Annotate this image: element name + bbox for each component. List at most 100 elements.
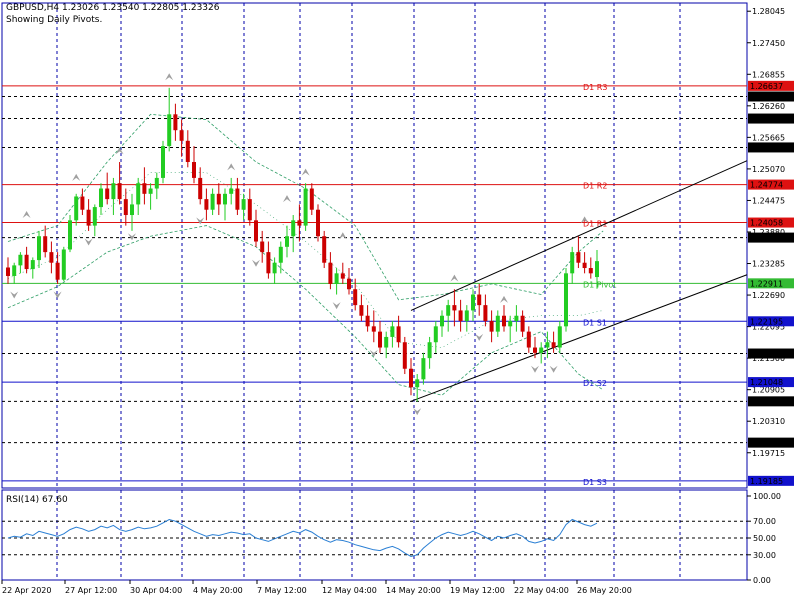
price-level-value: 1.26436 — [750, 93, 783, 102]
candle-body — [421, 358, 426, 380]
fractal-up-marker — [283, 195, 291, 203]
candle-body — [6, 267, 10, 276]
candle-body — [464, 310, 469, 322]
price-level-value: 1.21587 — [750, 350, 783, 359]
fractal-down-marker — [196, 217, 205, 225]
x-tick-label: 22 Apr 2020 — [2, 586, 51, 595]
candle-body — [396, 326, 401, 343]
candle-body — [216, 193, 221, 205]
candle-body — [353, 289, 358, 306]
grid-lines — [1, 2, 748, 581]
candle-body — [340, 273, 345, 279]
candle-body — [49, 252, 54, 263]
candle-body — [402, 342, 407, 369]
candle-body — [588, 268, 593, 274]
price-level-tag — [748, 278, 794, 289]
x-tick-label: 12 May 04:00 — [322, 586, 377, 595]
price-level-value: 1.20685 — [750, 397, 783, 406]
fractal-down-marker — [332, 302, 341, 310]
symbol-header: GBPUSD,H4 1.23026 1.23540 1.22805 1.2332… — [6, 3, 220, 13]
candle-body — [452, 305, 457, 311]
candle-body — [576, 252, 581, 263]
x-tick-label: 26 May 20:00 — [577, 586, 632, 595]
price-level-value: 1.26020 — [750, 115, 783, 124]
price-axis: 1.28045 1.27450 1.26855 1.26260 1.25665 1.250… — [747, 7, 794, 585]
candle-body — [539, 347, 544, 353]
candle-body — [384, 336, 389, 348]
candle-body — [359, 305, 364, 316]
price-level-value: 1.26637 — [750, 82, 783, 91]
candle-body — [247, 199, 252, 221]
candle-body — [427, 342, 432, 359]
candle-body — [43, 236, 48, 253]
candle-body — [173, 114, 178, 131]
candle-body — [142, 183, 147, 194]
candle-body — [99, 188, 103, 208]
y-tick-label: 1.25070 — [752, 165, 785, 174]
candle-body — [291, 220, 296, 237]
candle-body — [185, 140, 190, 163]
y-tick-label: 1.24475 — [752, 196, 785, 205]
candle-body — [595, 261, 599, 278]
candle-body — [30, 260, 35, 270]
candle-body — [533, 347, 537, 353]
trend-channel[interactable] — [410, 160, 748, 402]
y-tick-label: 1.21500 — [752, 354, 785, 363]
price-level-value: 1.19906 — [750, 439, 783, 448]
candle-body — [477, 294, 482, 306]
candle-body — [570, 252, 575, 274]
fractal-up-marker — [301, 168, 310, 176]
candle-body — [347, 278, 351, 290]
price-level-tag — [748, 348, 794, 359]
candle-body — [458, 310, 463, 322]
candle-body — [223, 193, 227, 205]
price-level-tag — [748, 475, 794, 486]
price-level-tag — [748, 377, 794, 388]
price-level-name: D1 S1 — [583, 318, 607, 327]
candle-body — [61, 249, 66, 280]
x-tick-label: 4 May 20:00 — [193, 586, 243, 595]
price-level-name: D1 S3 — [583, 478, 607, 487]
price-level-name: D1 Pivot — [583, 280, 616, 289]
rsi-y-tick-label: 30.00 — [753, 551, 776, 560]
candle-body — [130, 204, 134, 216]
candle-body — [18, 254, 23, 266]
fractal-down-marker — [10, 291, 19, 299]
price-level-name: D1 S2 — [583, 379, 607, 388]
fractal-up-marker — [227, 163, 236, 171]
fractal-down-marker — [53, 291, 62, 299]
pivots-caption: Showing Daily Pivots. — [6, 15, 103, 25]
candle-body — [557, 326, 562, 348]
candle-body — [123, 199, 128, 216]
candle-body — [92, 207, 97, 226]
price-level-tag — [748, 217, 794, 228]
x-tick-label: 14 May 20:00 — [386, 586, 441, 595]
candle-body — [551, 342, 556, 348]
candle-body — [297, 220, 302, 226]
candle-body — [582, 262, 587, 269]
candle-body — [12, 265, 17, 276]
candle-body — [111, 183, 116, 200]
candle-body — [161, 146, 165, 178]
rsi-panel-border — [1, 489, 748, 581]
candle-body — [545, 342, 550, 348]
candle-body — [272, 262, 277, 274]
candle-body — [316, 209, 320, 237]
fractal-markers — [10, 73, 589, 416]
rsi-label: RSI(14) 67.60 — [6, 495, 68, 505]
price-level-tag — [748, 142, 794, 153]
x-tick-label: 22 May 04:00 — [514, 586, 569, 595]
price-level-tag — [748, 232, 794, 243]
pivot-levels: D1 R3 D1 R2 D1 R1 D1 Pivot D1 S1 D1 S2 D1 S3 — [2, 83, 747, 487]
candle-body — [483, 305, 488, 322]
fractal-down-marker — [475, 333, 484, 341]
time-axis: 22 Apr 2020 27 Apr 12:00 30 Apr 04:00 4 May… — [1, 580, 632, 595]
candlestick-series — [6, 87, 599, 402]
envelope-lower — [7, 225, 604, 396]
candle-body — [526, 331, 531, 348]
rsi-line — [7, 518, 598, 558]
price-level-tag — [748, 396, 794, 407]
fractal-down-marker — [549, 365, 558, 373]
fractal-down-marker — [252, 259, 260, 267]
